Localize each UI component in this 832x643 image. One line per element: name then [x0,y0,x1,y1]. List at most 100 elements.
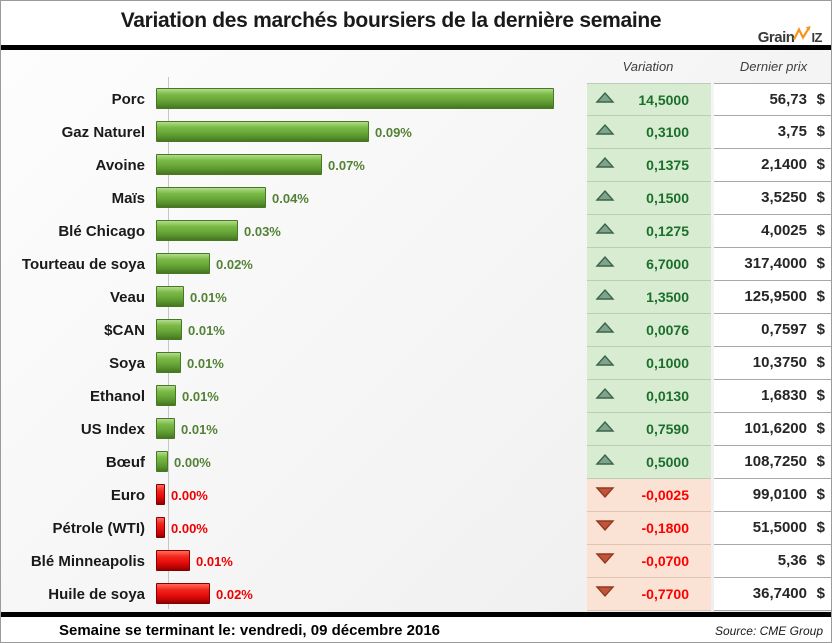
bar-zone: 0.02% [153,248,585,281]
last-price-value: 317,4000 [744,255,807,272]
bar-zone: 0.04% [153,182,585,215]
commodity-row: Veau 0.01% 1,3500 125,9500 $ [1,281,831,314]
direction-triangle-icon [595,189,615,207]
variation-cell: 0,1000 [587,347,711,380]
commodity-row: US Index 0.01% 0,7590 101,6200 $ [1,413,831,446]
category-label: Maïs [111,190,145,207]
commodity-row: Maïs 0.04% 0,1500 3,5250 $ [1,182,831,215]
variation-value: -0,0700 [641,553,689,569]
currency-symbol: $ [816,189,825,206]
direction-triangle-icon [595,519,615,537]
page-title: Variation des marchés boursiers de la de… [120,9,662,32]
bar-percent-label: 0.09% [375,125,412,140]
commodity-row: Soya 0.01% 0,1000 10,3750 $ [1,347,831,380]
direction-triangle-icon [595,486,615,504]
currency-symbol: $ [816,222,825,239]
bar-zone: 0.00% [153,479,585,512]
variation-bar [156,550,190,571]
variation-value: 0,1375 [646,157,689,173]
variation-value: -0,1800 [641,520,689,536]
direction-triangle-icon [595,255,615,273]
last-price-cell: 4,0025 $ [714,215,831,248]
bar-zone [153,83,585,116]
category-label: Bœuf [105,454,145,471]
direction-triangle-icon [595,585,615,603]
variation-value: 1,3500 [646,289,689,305]
variation-bar [156,319,182,340]
last-price-value: 0,7597 [761,321,807,338]
last-price-cell: 108,7250 $ [714,446,831,479]
commodity-row: Gaz Naturel 0.09% 0,3100 3,75 $ [1,116,831,149]
variation-value: 0,1000 [646,355,689,371]
variation-cell: 0,1375 [587,149,711,182]
currency-symbol: $ [816,420,825,437]
last-price-cell: 5,36 $ [714,545,831,578]
commodity-row: Ethanol 0.01% 0,0130 1,6830 $ [1,380,831,413]
variation-bar [156,121,369,142]
bar-zone: 0.01% [153,545,585,578]
variation-cell: -0,0700 [587,545,711,578]
variation-cell: -0,7700 [587,578,711,611]
bar-zone: 0.01% [153,413,585,446]
rows-container: Porc 14,5000 56,73 $ Gaz Naturel 0.09% 0,… [1,83,831,611]
variation-bar [156,451,168,472]
currency-symbol: $ [816,486,825,503]
currency-symbol: $ [816,552,825,569]
variation-bar [156,187,266,208]
variation-cell: 0,7590 [587,413,711,446]
last-price-value: 51,5000 [752,519,807,536]
category-label: Blé Minneapolis [30,553,145,570]
direction-triangle-icon [595,420,615,438]
bar-percent-label: 0.00% [171,488,208,503]
variation-bar [156,352,181,373]
direction-triangle-icon [595,288,615,306]
last-price-value: 56,73 [769,90,807,108]
variation-bar [156,253,210,274]
last-price-value: 36,7400 [752,585,807,602]
variation-bar [156,385,176,406]
source-label: Source: CME Group [714,623,823,638]
logo-text-iz: IZ [811,30,822,45]
direction-triangle-icon [595,354,615,372]
currency-symbol: $ [816,255,825,272]
category-label: Veau [109,289,145,306]
direction-triangle-icon [595,123,615,141]
logo-text-grain: Grain [757,29,795,46]
bar-percent-label: 0.01% [182,389,219,404]
last-price-cell: 125,9500 $ [714,281,831,314]
last-price-cell: 101,6200 $ [714,413,831,446]
direction-triangle-icon [595,321,615,339]
category-label: Tourteau de soya [21,256,145,273]
bar-percent-label: 0.04% [272,191,309,206]
variation-value: 0,1275 [646,223,689,239]
category-label: Pétrole (WTI) [52,520,146,537]
table-header-row: Variation Dernier prix [1,50,831,83]
last-price-cell: 56,73 $ [714,83,831,116]
last-price-cell: 317,4000 $ [714,248,831,281]
variation-bar [156,220,238,241]
currency-symbol: $ [816,156,825,173]
direction-triangle-icon [595,156,615,174]
bar-percent-label: 0.03% [244,224,281,239]
bar-zone: 0.00% [153,446,585,479]
grainwiz-logo: Grain IZ [758,26,822,49]
week-ending-label: Semaine se terminant le: vendredi, 09 dé… [59,622,441,639]
commodity-row: Avoine 0.07% 0,1375 2,1400 $ [1,149,831,182]
last-price-cell: 3,5250 $ [714,182,831,215]
currency-symbol: $ [816,387,825,404]
chart-and-table-area: Variation Dernier prix Porc 14,5000 56,7… [1,50,831,612]
currency-symbol: $ [816,354,825,371]
commodity-row: Blé Minneapolis 0.01% -0,0700 5,36 $ [1,545,831,578]
last-price-cell: 2,1400 $ [714,149,831,182]
logo-zigzag-icon [793,26,812,49]
variation-cell: 0,0076 [587,314,711,347]
commodity-row: Pétrole (WTI) 0.00% -0,1800 51,5000 $ [1,512,831,545]
bar-percent-label: 0.01% [190,290,227,305]
top-divider [1,45,831,50]
variation-value: -0,7700 [641,586,689,602]
category-label: Avoine [95,157,145,174]
variation-cell: 0,5000 [587,446,711,479]
commodity-row: Blé Chicago 0.03% 0,1275 4,0025 $ [1,215,831,248]
last-price-value: 10,3750 [752,354,807,371]
